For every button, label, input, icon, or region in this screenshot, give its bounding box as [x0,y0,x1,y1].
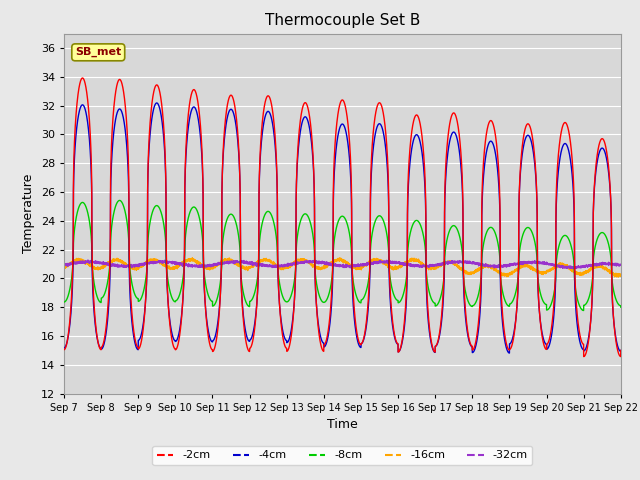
Title: Thermocouple Set B: Thermocouple Set B [265,13,420,28]
Text: SB_met: SB_met [75,47,122,58]
Legend: -2cm, -4cm, -8cm, -16cm, -32cm: -2cm, -4cm, -8cm, -16cm, -32cm [152,446,532,465]
X-axis label: Time: Time [327,418,358,431]
Y-axis label: Temperature: Temperature [22,174,35,253]
